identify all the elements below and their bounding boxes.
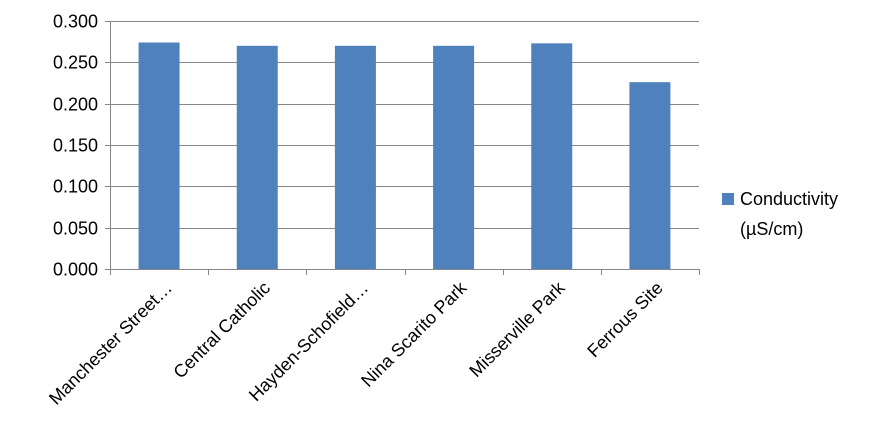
x-tick-label: Central Catholic [169, 278, 274, 383]
y-tick-label: 0.300 [53, 12, 98, 32]
bar [629, 82, 671, 269]
y-tick-label: 0.000 [53, 260, 98, 280]
x-tick-label: Ferrous Site [583, 278, 666, 361]
legend-label-line1: Conductivity [740, 189, 838, 209]
y-tick-label: 0.100 [53, 177, 98, 197]
y-tick-label: 0.050 [53, 219, 98, 239]
y-tick-label: 0.250 [53, 53, 98, 73]
bar [334, 45, 376, 269]
legend-swatch [722, 193, 734, 205]
y-tick-label: 0.200 [53, 95, 98, 115]
legend-label-line2: (µS/cm) [740, 219, 803, 239]
bar [138, 42, 180, 269]
x-tick-label: Nina Scarito Park [357, 277, 471, 391]
bar [531, 43, 573, 269]
bar [236, 45, 278, 269]
y-tick-label: 0.150 [53, 136, 98, 156]
x-tick-label: Misserville Park [465, 277, 569, 381]
x-tick-label: Manchester Street… [45, 278, 176, 409]
bar [433, 45, 475, 269]
